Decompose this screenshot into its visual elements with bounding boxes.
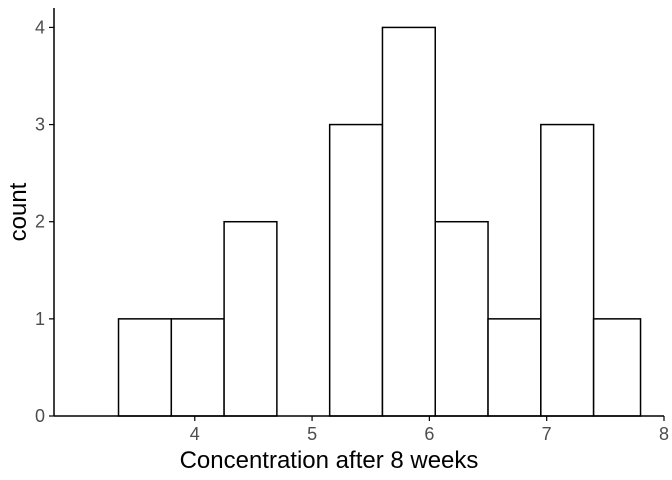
x-axis-title: Concentration after 8 weeks: [180, 447, 479, 474]
y-tick-label: 3: [35, 115, 45, 135]
y-tick-label: 2: [35, 212, 45, 232]
x-axis-ticks: 4 5 6 7 8: [190, 416, 669, 444]
histogram-bar: [223, 220, 278, 417]
x-tick-label: 6: [424, 424, 434, 444]
histogram-bar: [381, 26, 437, 417]
histogram-bar: [592, 318, 642, 417]
histogram-bar: [434, 220, 489, 417]
histogram-bar: [540, 123, 595, 417]
histogram-bar: [487, 318, 542, 417]
y-tick-label: 1: [35, 309, 45, 329]
x-tick-label: 7: [542, 424, 552, 444]
y-tick-label: 0: [35, 406, 45, 426]
y-axis-title: count: [5, 182, 32, 241]
x-tick-label: 8: [659, 424, 669, 444]
histogram-bar: [117, 318, 173, 417]
histogram-bars: [117, 26, 642, 417]
histogram-bar: [170, 318, 225, 417]
y-tick-label: 4: [35, 17, 45, 37]
y-axis-ticks: 0 1 2 3 4: [35, 17, 54, 426]
histogram-bar: [328, 123, 384, 417]
x-tick-label: 4: [190, 424, 200, 444]
x-tick-label: 5: [307, 424, 317, 444]
